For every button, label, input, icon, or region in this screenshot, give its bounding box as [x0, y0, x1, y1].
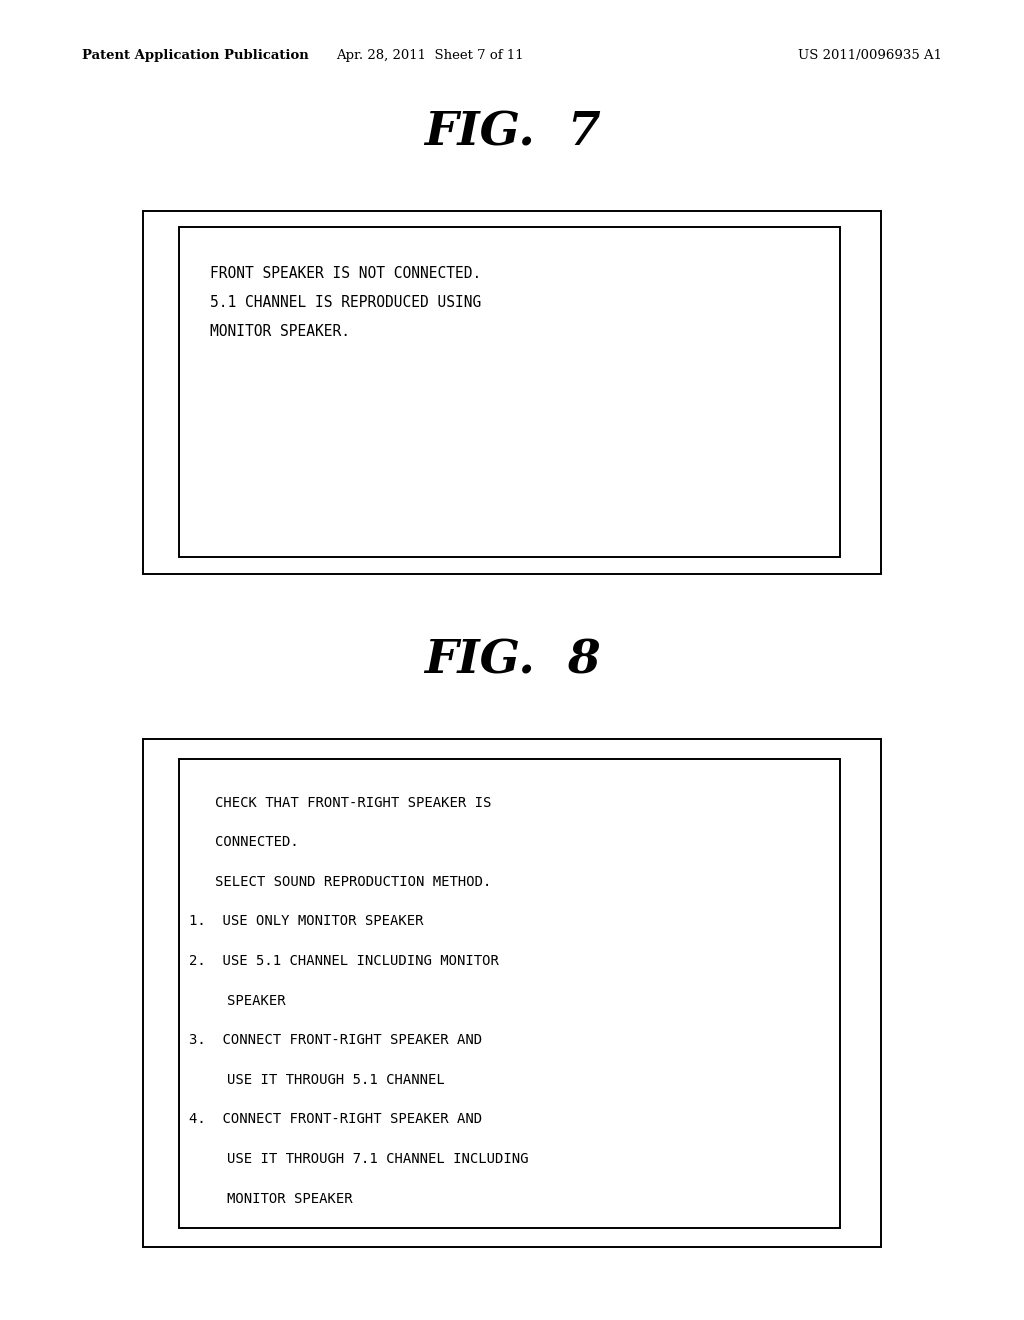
Text: 2.  USE 5.1 CHANNEL INCLUDING MONITOR: 2. USE 5.1 CHANNEL INCLUDING MONITOR: [189, 954, 500, 968]
Text: Apr. 28, 2011  Sheet 7 of 11: Apr. 28, 2011 Sheet 7 of 11: [336, 49, 524, 62]
Bar: [143, 211, 881, 574]
Text: USE IT THROUGH 7.1 CHANNEL INCLUDING: USE IT THROUGH 7.1 CHANNEL INCLUDING: [227, 1152, 528, 1166]
Bar: [143, 739, 881, 1247]
Text: MONITOR SPEAKER: MONITOR SPEAKER: [227, 1192, 353, 1205]
Text: USE IT THROUGH 5.1 CHANNEL: USE IT THROUGH 5.1 CHANNEL: [227, 1073, 445, 1086]
Bar: [179, 227, 840, 557]
Text: FIG.  8: FIG. 8: [424, 638, 600, 682]
Text: CONNECTED.: CONNECTED.: [215, 836, 299, 849]
Text: 4.  CONNECT FRONT-RIGHT SPEAKER AND: 4. CONNECT FRONT-RIGHT SPEAKER AND: [189, 1113, 482, 1126]
Text: MONITOR SPEAKER.: MONITOR SPEAKER.: [210, 323, 350, 339]
Bar: [179, 759, 840, 1228]
Text: SELECT SOUND REPRODUCTION METHOD.: SELECT SOUND REPRODUCTION METHOD.: [215, 875, 492, 888]
Text: 5.1 CHANNEL IS REPRODUCED USING: 5.1 CHANNEL IS REPRODUCED USING: [210, 294, 481, 310]
Text: FIG.  7: FIG. 7: [424, 110, 600, 154]
Text: US 2011/0096935 A1: US 2011/0096935 A1: [798, 49, 942, 62]
Text: CHECK THAT FRONT-RIGHT SPEAKER IS: CHECK THAT FRONT-RIGHT SPEAKER IS: [215, 796, 492, 809]
Text: 3.  CONNECT FRONT-RIGHT SPEAKER AND: 3. CONNECT FRONT-RIGHT SPEAKER AND: [189, 1034, 482, 1047]
Text: SPEAKER: SPEAKER: [227, 994, 286, 1007]
Text: 1.  USE ONLY MONITOR SPEAKER: 1. USE ONLY MONITOR SPEAKER: [189, 915, 424, 928]
Text: FRONT SPEAKER IS NOT CONNECTED.: FRONT SPEAKER IS NOT CONNECTED.: [210, 265, 481, 281]
Text: Patent Application Publication: Patent Application Publication: [82, 49, 308, 62]
